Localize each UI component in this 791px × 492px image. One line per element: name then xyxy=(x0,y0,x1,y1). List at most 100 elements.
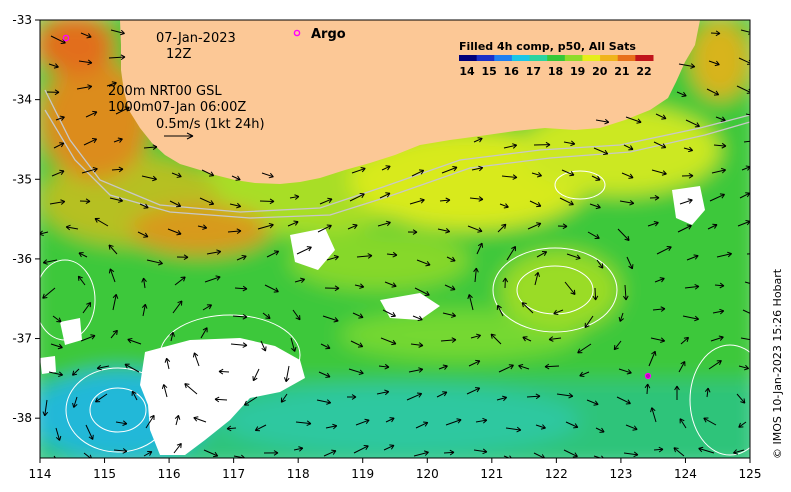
current-arrow xyxy=(678,63,696,69)
current-arrow xyxy=(714,282,725,289)
current-arrow xyxy=(593,147,609,156)
current-arrow xyxy=(617,228,630,241)
current-arrow xyxy=(252,368,260,382)
current-arrow xyxy=(174,276,186,286)
current-arrow xyxy=(712,308,725,315)
current-arrow xyxy=(260,340,267,352)
current-arrow xyxy=(83,452,92,458)
current-arrow xyxy=(618,368,632,375)
current-arrow xyxy=(346,394,357,400)
current-arrow xyxy=(169,200,182,208)
current-arrow xyxy=(686,254,699,261)
current-arrow xyxy=(232,313,248,320)
current-arrow xyxy=(738,421,747,428)
current-arrow xyxy=(501,174,518,180)
current-arrow xyxy=(137,231,149,238)
current-arrow xyxy=(556,392,574,399)
current-arrow xyxy=(469,196,484,202)
current-arrow xyxy=(738,364,750,371)
current-arrow xyxy=(496,304,504,317)
model-label: 200m NRT00 GSL xyxy=(108,84,222,99)
current-arrow xyxy=(618,312,624,322)
current-arrow xyxy=(740,337,750,341)
current-vectors xyxy=(40,29,750,458)
current-arrow xyxy=(743,140,750,143)
current-arrow xyxy=(164,357,171,370)
current-arrow xyxy=(710,335,724,342)
current-arrow xyxy=(124,363,140,373)
current-arrow xyxy=(80,32,92,39)
current-arrow xyxy=(653,446,664,453)
y-axis: -33 -34 -35 -36 -37 -38 xyxy=(12,13,40,425)
current-arrow xyxy=(506,245,516,261)
current-arrow xyxy=(55,427,62,441)
current-arrow xyxy=(557,223,568,230)
current-arrow xyxy=(527,222,542,230)
current-arrow xyxy=(739,192,750,199)
current-arrow xyxy=(325,423,338,430)
current-arrow xyxy=(713,142,727,149)
current-arrow xyxy=(563,140,576,147)
current-arrow xyxy=(77,275,86,286)
date-label: 07-Jan-2023 xyxy=(156,31,236,46)
current-arrow xyxy=(139,203,149,209)
current-arrow xyxy=(587,231,600,240)
current-arrow xyxy=(227,228,242,235)
y-tick-label: -35 xyxy=(12,172,32,186)
current-arrow xyxy=(406,392,423,401)
colorbar-swatch xyxy=(494,55,513,61)
current-arrow xyxy=(42,399,49,417)
current-arrow xyxy=(113,448,128,454)
current-arrow xyxy=(716,251,732,258)
current-arrow xyxy=(467,225,483,233)
current-arrow xyxy=(708,60,720,67)
current-arrow xyxy=(535,424,546,430)
current-arrow xyxy=(294,277,305,284)
current-arrow xyxy=(441,165,458,174)
current-arrow xyxy=(289,194,300,200)
current-arrow xyxy=(654,277,665,283)
current-arrow xyxy=(473,137,483,143)
current-arrow xyxy=(96,364,110,371)
ssh-contours xyxy=(40,170,750,456)
current-arrow xyxy=(408,367,424,373)
x-tick-label: 121 xyxy=(480,467,503,481)
current-arrow xyxy=(55,115,65,121)
current-arrow xyxy=(619,199,635,206)
argo-floats xyxy=(62,34,652,380)
current-arrow xyxy=(106,81,117,87)
colorbar-tick-label: 21 xyxy=(614,65,629,78)
current-arrow xyxy=(411,169,425,177)
current-arrow xyxy=(559,197,574,206)
cloud-patches xyxy=(40,186,705,455)
y-tick-label: -36 xyxy=(12,252,32,266)
current-arrow xyxy=(176,254,189,261)
current-arrow xyxy=(354,283,365,289)
colorbar-tick-label: 16 xyxy=(504,65,520,78)
current-arrow xyxy=(679,198,693,205)
current-arrow xyxy=(49,199,66,205)
colorbar-swatch xyxy=(476,55,495,61)
x-tick-label: 117 xyxy=(222,467,245,481)
colorbar-title: Filled 4h comp, p50, All Sats xyxy=(459,40,636,53)
current-arrow xyxy=(384,281,397,288)
current-arrow xyxy=(141,277,147,289)
current-arrow xyxy=(204,275,221,283)
current-arrow xyxy=(564,281,576,295)
current-arrow xyxy=(644,383,651,395)
current-arrow xyxy=(649,194,660,201)
colorbar-tick-label: 14 xyxy=(459,65,475,78)
current-arrow xyxy=(112,293,119,311)
current-arrow xyxy=(503,143,518,149)
current-arrow xyxy=(498,364,514,373)
current-arrow xyxy=(436,391,448,398)
current-arrow xyxy=(589,203,601,210)
current-arrow xyxy=(348,368,364,376)
current-arrow xyxy=(616,396,631,405)
current-arrow xyxy=(678,361,686,373)
current-arrow xyxy=(108,268,116,283)
colorbar-swatch xyxy=(547,55,566,61)
current-arrow xyxy=(745,113,750,116)
current-arrow xyxy=(655,113,667,120)
colorbar-swatch xyxy=(564,55,583,61)
